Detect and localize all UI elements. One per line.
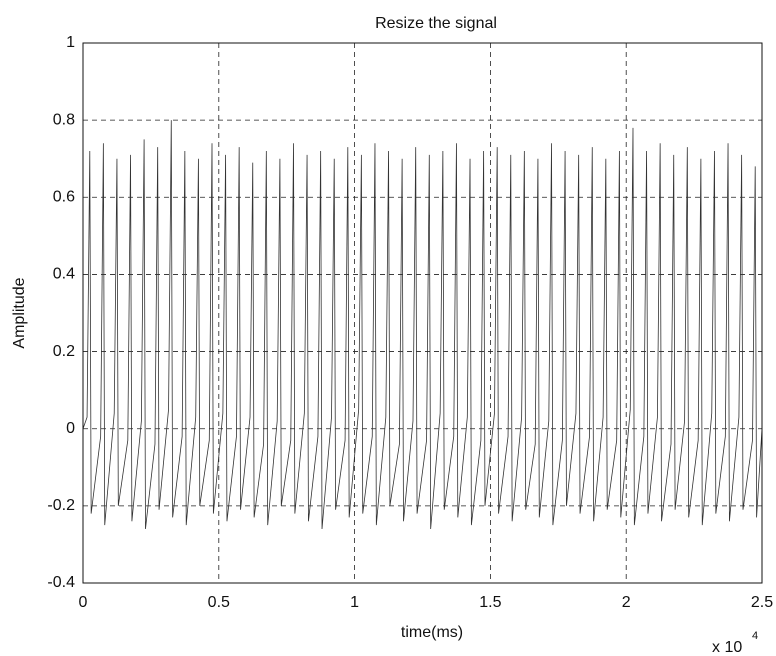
- x-axis-label: time(ms): [401, 624, 463, 641]
- y-axis-label: Amplitude: [11, 277, 28, 348]
- y-tick-label: 1: [66, 34, 75, 51]
- signal-line: [82, 120, 763, 530]
- x-tick-label: 0.5: [208, 594, 230, 611]
- x-tick-label: 0: [79, 594, 88, 611]
- x-tick-label: 1: [350, 594, 359, 611]
- x-scale-base: x 10: [712, 639, 742, 656]
- y-tick-label: 0.6: [53, 189, 75, 206]
- y-tick-label: 0.8: [53, 111, 75, 128]
- y-tick-label: 0: [66, 420, 75, 437]
- x-tick-label: 2: [622, 594, 631, 611]
- x-tick-label: 1.5: [479, 594, 501, 611]
- y-tick-label: -0.4: [47, 574, 75, 591]
- x-scale-exponent: 4: [752, 630, 758, 642]
- y-tick-label: 0.4: [53, 266, 75, 283]
- y-tick-label: -0.2: [47, 497, 75, 514]
- plot-frame: [82, 42, 763, 584]
- chart-title: Resize the signal: [375, 15, 497, 32]
- y-tick-label: 0.2: [53, 343, 75, 360]
- x-tick-label: 2.5: [751, 594, 773, 611]
